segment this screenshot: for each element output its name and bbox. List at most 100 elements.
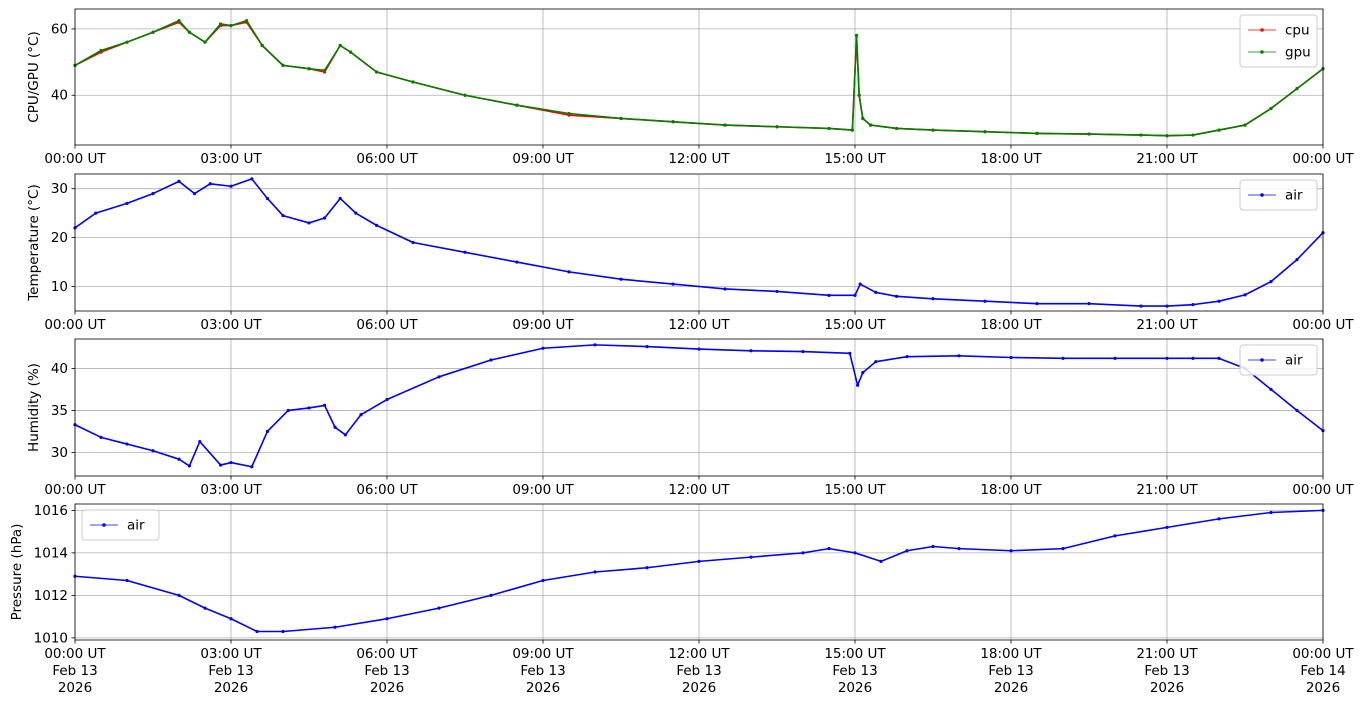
data-point-air — [198, 439, 202, 444]
data-point-air — [187, 464, 191, 468]
data-point-gpu — [177, 19, 181, 23]
x-tick-label: 03:00 UT — [200, 317, 262, 333]
data-point-air — [827, 547, 831, 551]
data-point-air — [775, 289, 779, 294]
data-point-air — [697, 347, 701, 351]
legend: air — [1239, 344, 1318, 376]
data-point-air — [931, 297, 935, 301]
chart-panel-1: 00:00 UT 03:00 UT 06:00 UT 09:00 UT 12:00 UT… — [26, 8, 1354, 167]
data-point-air — [1061, 356, 1065, 360]
x-tick-label: 18:00 UT — [980, 317, 1042, 333]
data-point-air — [1165, 356, 1169, 360]
data-point-air — [333, 625, 337, 629]
x-tick-label: 00:00 UT — [44, 151, 106, 167]
legend-label-air: air — [1285, 353, 1303, 369]
data-point-air — [856, 383, 860, 387]
x-tick-label: 18:00 UT — [980, 151, 1042, 167]
data-point-gpu — [375, 70, 379, 74]
data-point-gpu — [307, 67, 311, 71]
data-point-air — [983, 299, 987, 303]
data-point-air — [229, 617, 233, 621]
data-point-gpu — [515, 103, 519, 107]
y-tick-label: 40 — [51, 88, 68, 104]
data-point-air — [1061, 547, 1065, 551]
y-axis-label: Temperature (°C) — [26, 184, 42, 302]
data-point-gpu — [983, 130, 987, 134]
data-point-gpu — [349, 50, 353, 54]
data-point-air — [338, 196, 342, 201]
data-point-air — [1113, 356, 1117, 360]
data-point-air — [1295, 408, 1299, 413]
data-point-air — [354, 211, 358, 215]
y-tick-label: 1016 — [34, 503, 68, 519]
data-point-air — [437, 375, 441, 379]
plot-frame — [74, 8, 1324, 146]
x-tick-label: 2026 — [526, 680, 560, 696]
data-point-air — [94, 211, 98, 215]
data-point-air — [1269, 280, 1273, 284]
x-tick-label: 00:00 UT — [1292, 646, 1354, 662]
data-point-air — [99, 435, 103, 439]
x-tick-label: 00:00 UT — [1292, 317, 1354, 333]
data-point-air — [905, 355, 909, 359]
data-point-air — [286, 408, 290, 413]
data-point-gpu — [1191, 133, 1195, 137]
y-tick-label: 35 — [51, 403, 68, 419]
x-tick-label: 21:00 UT — [1136, 317, 1198, 333]
data-point-air — [1009, 549, 1013, 553]
data-point-air — [489, 358, 493, 362]
legend-marker-cpu — [1260, 28, 1264, 32]
x-tick-label: Feb 14 — [1300, 663, 1345, 679]
y-tick-label: 60 — [51, 21, 68, 37]
series-line-air — [74, 509, 1324, 633]
data-point-air — [749, 349, 753, 353]
y-tick-label: 1014 — [34, 545, 68, 561]
x-tick-label: 2026 — [1150, 680, 1184, 696]
data-point-air — [593, 343, 597, 347]
data-point-air — [385, 397, 389, 402]
chart-panel-2: 00:00 UT 03:00 UT 06:00 UT 09:00 UT 12:00 UT… — [26, 173, 1354, 333]
y-tick-label: 40 — [51, 361, 68, 377]
data-point-gpu — [1139, 133, 1143, 137]
data-point-air — [858, 282, 862, 286]
data-point-air — [151, 449, 155, 453]
data-point-gpu — [1295, 87, 1299, 91]
data-point-air — [671, 282, 675, 286]
x-tick-label: 00:00 UT — [44, 317, 106, 333]
data-point-air — [541, 346, 545, 350]
x-tick-label: 21:00 UT — [1136, 482, 1198, 498]
data-point-air — [827, 293, 831, 297]
legend-box — [81, 509, 160, 541]
data-point-air — [307, 406, 311, 410]
data-point-air — [593, 570, 597, 574]
legend: cpu gpu — [1239, 14, 1318, 68]
data-point-gpu — [338, 43, 342, 48]
data-point-gpu — [857, 93, 861, 97]
y-tick-label: 30 — [51, 181, 68, 197]
data-point-gpu — [229, 23, 233, 28]
data-point-air — [151, 191, 155, 196]
data-point-gpu — [281, 63, 285, 67]
series-line-gpu — [74, 19, 1324, 137]
x-tick-label: Feb 13 — [988, 663, 1033, 679]
plot-frame — [74, 503, 1324, 641]
data-point-gpu — [869, 123, 873, 127]
data-point-air — [801, 551, 805, 555]
data-point-air — [463, 250, 467, 254]
data-point-air — [281, 629, 285, 634]
legend-marker-air — [1260, 358, 1264, 362]
data-point-air — [255, 629, 259, 634]
data-point-air — [203, 606, 207, 610]
x-tick-label: Feb 13 — [520, 663, 565, 679]
legend-marker-air — [1260, 193, 1264, 197]
data-point-gpu — [1269, 106, 1273, 111]
x-tick-label: 12:00 UT — [668, 646, 730, 662]
data-point-gpu — [219, 22, 223, 26]
x-tick-label: 2026 — [370, 680, 404, 696]
x-tick-label: 09:00 UT — [512, 646, 574, 662]
data-point-gpu — [775, 125, 779, 129]
data-point-air — [1191, 356, 1195, 360]
x-tick-label: 03:00 UT — [200, 646, 262, 662]
x-tick-label: Feb 13 — [208, 663, 253, 679]
